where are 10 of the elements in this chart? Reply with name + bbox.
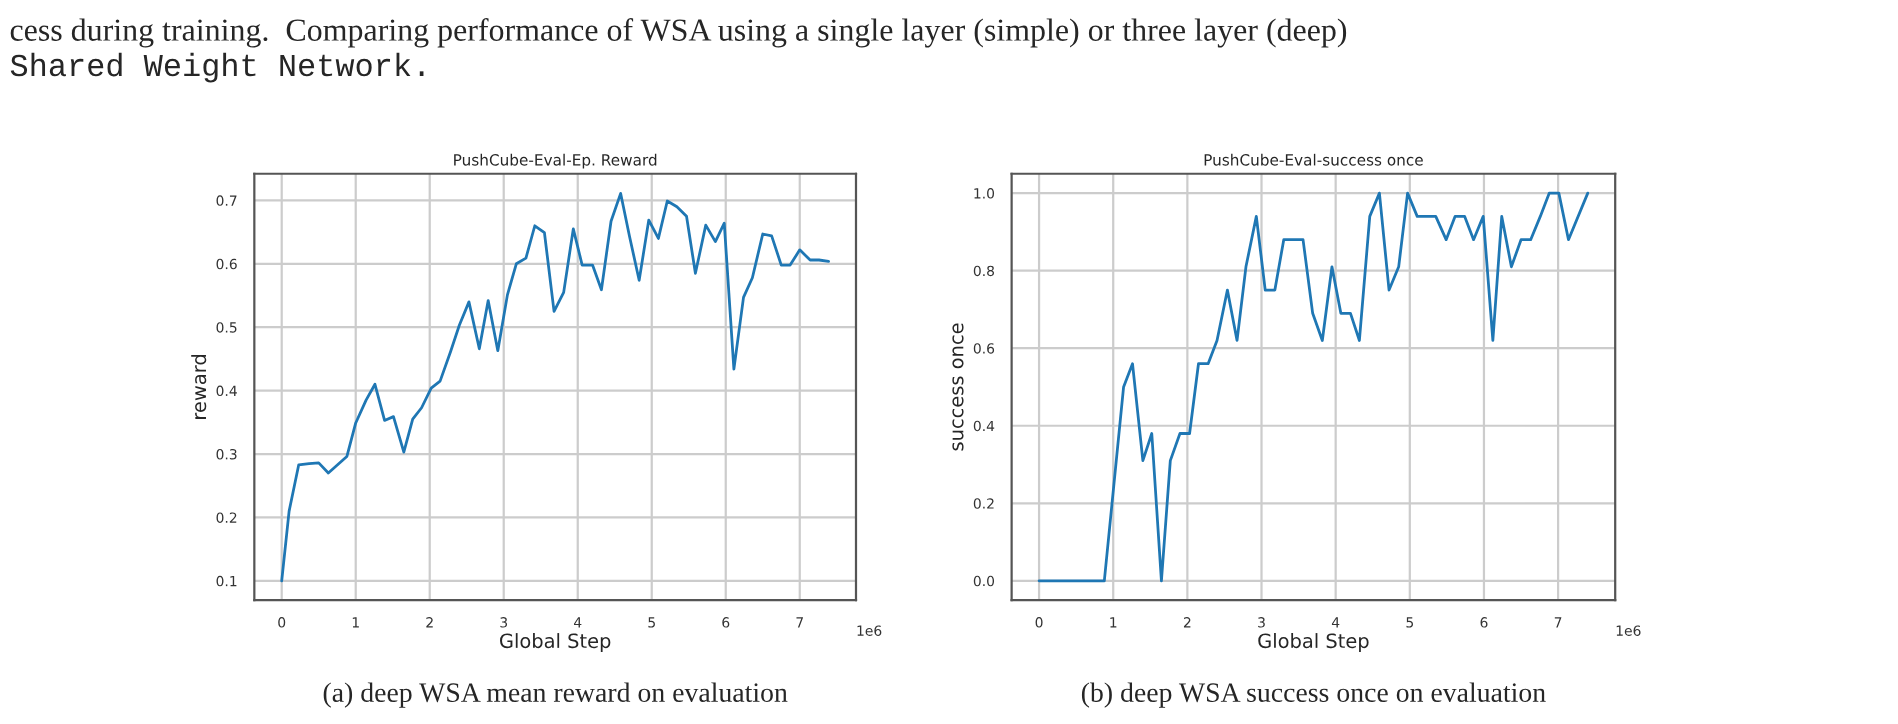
y-axis-title: reward (191, 355, 207, 419)
y-axis-title: success once (952, 323, 964, 451)
text: cess during training. Comparing performance of WSA using a single layer (simple) or three layer (deep) (10, 18, 1347, 48)
text: (a) deep WSA mean reward on evaluation (323, 682, 788, 708)
line-series (280, 192, 831, 583)
x-axis-title: Global Step (1258, 633, 1369, 652)
text: (b) deep WSA success once on evaluation (1081, 682, 1546, 708)
line-series (1037, 191, 1590, 583)
x-axis-title: Global Step (500, 633, 611, 652)
text: Shared Weight Network. (10, 52, 424, 83)
